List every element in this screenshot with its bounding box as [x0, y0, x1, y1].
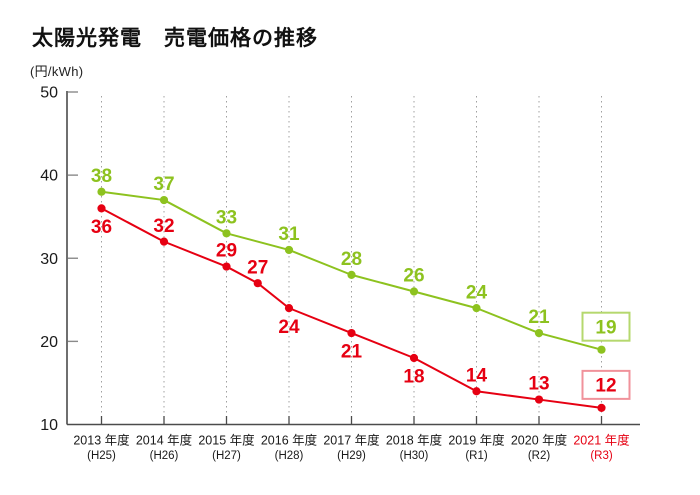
red-line-value-label: 18 — [403, 367, 424, 388]
x-axis-label-year: 2016 年度 — [261, 432, 318, 447]
green-line-value-label: 28 — [341, 249, 362, 270]
x-axis-label-era: (R2) — [528, 450, 551, 462]
x-axis-label-year: 2015 年度 — [198, 432, 255, 447]
x-axis-label-era: (H30) — [400, 450, 429, 462]
red-line-path — [101, 207, 602, 409]
y-axis-unit-label: (円/kWh) — [30, 64, 84, 79]
red-line-point — [97, 204, 106, 213]
red-line-value-label: 27 — [247, 257, 268, 278]
green-line-value-label: 31 — [278, 224, 300, 245]
red-line-value-label: 29 — [216, 241, 237, 262]
red-line-point — [597, 403, 606, 412]
red-line-point — [534, 395, 544, 404]
x-axis-label-year: 2018 年度 — [386, 432, 443, 447]
red-line-value-label: 24 — [278, 317, 300, 338]
red-line-point — [222, 262, 231, 271]
x-axis-label-year: 2014 年度 — [136, 432, 193, 447]
green-line-value-label: 24 — [466, 282, 488, 303]
x-axis-label-era: (R3) — [590, 450, 613, 462]
red-line-point — [284, 304, 294, 313]
red-line-point — [409, 353, 419, 363]
y-tick-label: 20 — [40, 334, 58, 351]
y-tick-label: 30 — [40, 251, 58, 268]
y-tick-label: 40 — [40, 168, 58, 185]
x-axis-label-year: 2017 年度 — [323, 432, 380, 447]
red-line-point — [253, 279, 262, 288]
red-line-highlight-box — [581, 369, 631, 400]
green-line-point — [472, 304, 481, 313]
green-line-point — [159, 195, 169, 205]
red-line-value-label: 13 — [528, 374, 549, 395]
x-axis-label-year: 2013 年度 — [73, 432, 130, 447]
red-line-point — [347, 328, 356, 338]
x-axis-label-year: 2019 年度 — [448, 432, 505, 447]
green-line-value-label: 33 — [216, 207, 237, 228]
green-line-point — [347, 270, 356, 279]
x-axis-label-year: 2021 年度 — [573, 432, 630, 447]
green-line-highlight-box — [581, 311, 631, 342]
red-line-point — [159, 237, 169, 246]
green-line-value-label: 37 — [153, 174, 174, 195]
green-line-value-label: 19 — [595, 317, 616, 338]
x-axis-label-era: (H29) — [337, 450, 366, 462]
red-line-point — [472, 387, 481, 396]
red-line-value-label: 32 — [153, 216, 174, 237]
x-axis-label-era: (H27) — [212, 450, 241, 462]
green-line-point — [284, 245, 294, 255]
x-axis-label-era: (H25) — [87, 450, 116, 462]
red-line-value-label: 21 — [341, 342, 363, 363]
y-tick-label: 50 — [40, 85, 58, 102]
chart-title: 太陽光発電 売電価格の推移 — [32, 27, 318, 50]
green-line-point — [97, 187, 106, 196]
green-line-value-label: 38 — [91, 166, 112, 187]
green-line-point — [534, 328, 544, 338]
x-axis-label-year: 2020 年度 — [511, 432, 568, 447]
x-axis-label-era: (R1) — [465, 450, 488, 462]
green-line-value-label: 21 — [528, 307, 550, 328]
green-line-point — [409, 287, 419, 296]
x-axis-label-era: (H26) — [150, 450, 179, 462]
green-line-value-label: 26 — [403, 266, 424, 287]
red-line-value-label: 36 — [91, 217, 112, 238]
red-line-value-label: 14 — [466, 365, 488, 386]
green-line-path — [101, 190, 602, 351]
red-line-value-label: 12 — [595, 376, 616, 397]
green-line-point — [597, 345, 606, 354]
green-line-point — [222, 229, 231, 238]
y-tick-label: 10 — [40, 417, 58, 434]
x-axis-label-era: (H28) — [275, 450, 304, 462]
